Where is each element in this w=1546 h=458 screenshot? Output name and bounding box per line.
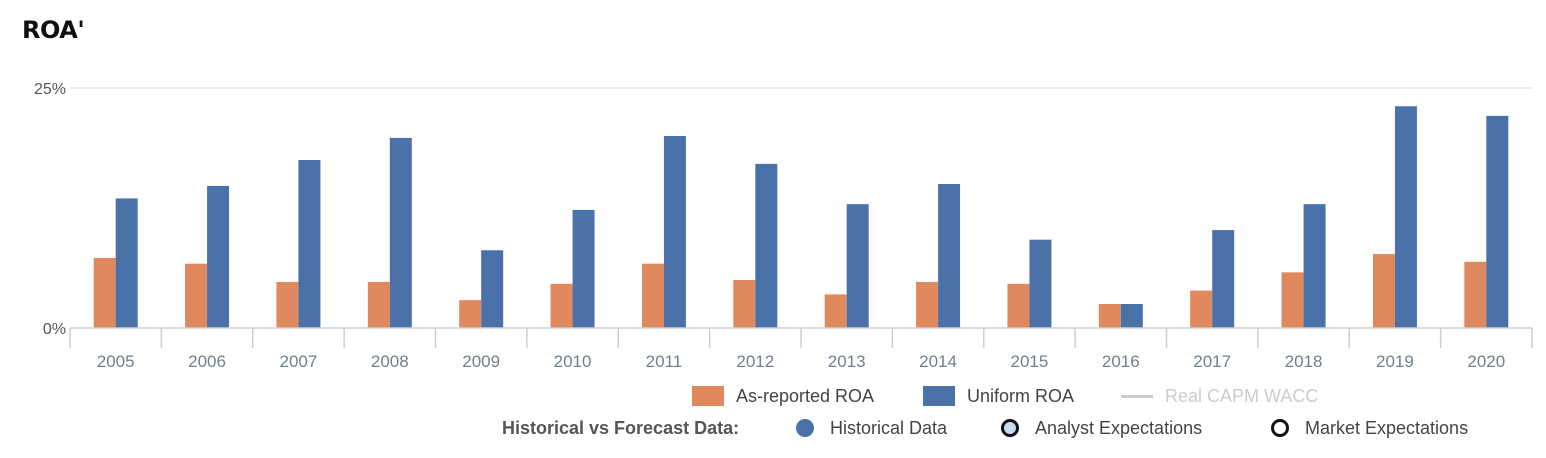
bar-uniform-roa-2010[interactable]: [572, 209, 595, 328]
analyst-expectations-dot-icon: [1001, 419, 1019, 437]
roa-bar-chart: 2005 2006 2007 2008 2009 2010 2011 2012 2013 2014…: [34, 81, 1533, 371]
x-tick-label-2017: 2017: [1193, 352, 1231, 371]
uniform-roa-swatch: [923, 386, 955, 406]
x-tick-label-2015: 2015: [1011, 352, 1049, 371]
x-tick-label-2013: 2013: [828, 352, 866, 371]
legend-item-as-reported-roa[interactable]: As-reported ROA: [692, 381, 874, 411]
y-tick-labels: 0% 25%: [34, 81, 66, 338]
bar-as-reported-roa-2008[interactable]: [367, 281, 390, 328]
bar-as-reported-roa-2009[interactable]: [459, 300, 482, 328]
bar-uniform-roa-2012[interactable]: [755, 163, 778, 328]
series-legend: As-reported ROA Uniform ROA Real CAPM WA…: [0, 381, 1546, 411]
bar-as-reported-roa-2018[interactable]: [1281, 272, 1304, 328]
as-reported-roa-swatch: [692, 386, 724, 406]
bar-uniform-roa-2017[interactable]: [1212, 230, 1235, 328]
bar-uniform-roa-2015[interactable]: [1029, 239, 1052, 328]
x-axis: [69, 327, 1533, 348]
x-tick-labels: 2005 2006 2007 2008 2009 2010 2011 2012 2013 2014…: [97, 352, 1505, 371]
x-tick-label-2014: 2014: [919, 352, 957, 371]
x-tick-label-2018: 2018: [1285, 352, 1323, 371]
legend-item-market-expectations[interactable]: Market Expectations: [1271, 414, 1468, 442]
forecast-legend-title: Historical vs Forecast Data:: [502, 417, 740, 438]
legend-label: As-reported ROA: [736, 385, 875, 406]
bar-uniform-roa-2009[interactable]: [481, 250, 504, 328]
bar-as-reported-roa-2017[interactable]: [1190, 290, 1213, 328]
bar-as-reported-roa-2019[interactable]: [1372, 254, 1395, 328]
bar-uniform-roa-2007[interactable]: [298, 160, 321, 328]
bar-uniform-roa-2011[interactable]: [663, 136, 686, 328]
bar-as-reported-roa-2011[interactable]: [641, 263, 664, 328]
market-expectations-dot-icon: [1271, 419, 1289, 437]
x-tick-label-2016: 2016: [1102, 352, 1140, 371]
y-tick-label: 0%: [43, 321, 66, 338]
bars: [93, 106, 1509, 329]
bar-as-reported-roa-2014[interactable]: [916, 281, 939, 328]
bar-as-reported-roa-2005[interactable]: [93, 257, 116, 328]
bar-as-reported-roa-2020[interactable]: [1464, 261, 1487, 328]
bar-as-reported-roa-2013[interactable]: [824, 294, 847, 328]
bar-uniform-roa-2006[interactable]: [207, 185, 230, 328]
legend-label: Uniform ROA: [967, 385, 1075, 406]
bar-as-reported-roa-2006[interactable]: [185, 263, 208, 328]
legend-label: Real CAPM WACC: [1165, 385, 1319, 406]
bar-as-reported-roa-2007[interactable]: [276, 281, 299, 328]
bar-uniform-roa-2013[interactable]: [846, 204, 869, 328]
x-tick-label-2009: 2009: [462, 352, 500, 371]
bar-as-reported-roa-2016[interactable]: [1098, 304, 1121, 328]
bar-uniform-roa-2016[interactable]: [1120, 304, 1143, 328]
x-tick-label-2005: 2005: [97, 352, 135, 371]
x-tick-label-2011: 2011: [646, 352, 683, 371]
forecast-legend: Historical vs Forecast Data: Historical …: [0, 414, 1546, 442]
bar-uniform-roa-2005[interactable]: [115, 198, 138, 328]
bar-uniform-roa-2014[interactable]: [938, 184, 961, 328]
legend-item-analyst-expectations[interactable]: Analyst Expectations: [1001, 414, 1202, 442]
legend-item-uniform-roa[interactable]: Uniform ROA: [923, 381, 1074, 411]
real-capm-wacc-line-swatch: [1121, 394, 1153, 398]
x-tick-label-2020: 2020: [1467, 352, 1505, 371]
bar-uniform-roa-2020[interactable]: [1486, 115, 1509, 328]
legend-item-real-capm-wacc[interactable]: Real CAPM WACC: [1121, 381, 1318, 411]
bar-as-reported-roa-2012[interactable]: [733, 280, 756, 328]
y-tick-label: 25%: [34, 81, 66, 98]
bar-uniform-roa-2008[interactable]: [389, 137, 412, 328]
historical-data-dot-icon: [796, 419, 814, 437]
bar-uniform-roa-2018[interactable]: [1303, 204, 1326, 328]
legend-label: Market Expectations: [1305, 417, 1469, 438]
x-tick-label-2012: 2012: [736, 352, 774, 371]
legend-label: Historical Data: [830, 417, 948, 438]
bar-as-reported-roa-2010[interactable]: [550, 283, 573, 328]
legend-item-historical-data[interactable]: Historical Data: [796, 414, 947, 442]
chart-title: ROA': [22, 16, 85, 44]
legend-label: Analyst Expectations: [1035, 417, 1203, 438]
x-tick-label-2006: 2006: [188, 352, 226, 371]
x-tick-label-2010: 2010: [554, 352, 592, 371]
x-tick-label-2019: 2019: [1376, 352, 1414, 371]
bar-uniform-roa-2019[interactable]: [1394, 106, 1417, 329]
x-tick-label-2007: 2007: [280, 352, 318, 371]
x-tick-label-2008: 2008: [371, 352, 409, 371]
bar-as-reported-roa-2015[interactable]: [1007, 283, 1030, 328]
